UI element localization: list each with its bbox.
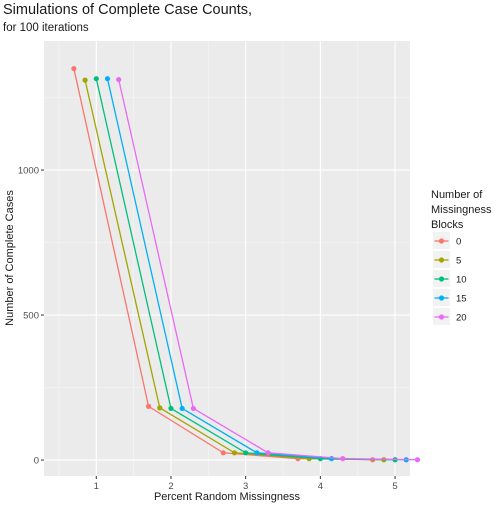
data-point-5 [82,77,88,83]
data-point-20 [116,76,122,83]
legend-title-line: Number of [431,189,483,201]
x-tick-label: 5 [392,481,397,492]
data-point-10 [243,450,249,456]
legend-label-5: 5 [456,256,461,267]
y-tick-label: 1000 [18,166,39,177]
data-point-5 [231,450,238,456]
series-layer [71,65,421,463]
data-point-10 [168,405,174,412]
data-point-15 [254,450,260,456]
y-tick-label: 500 [23,311,39,322]
legend-title-line: Blocks [431,219,464,231]
data-point-15 [179,405,185,412]
data-point-20 [414,457,421,463]
legend-key-point-5 [438,257,445,263]
legend-key-point-0 [438,238,445,244]
y-tick-label: 0 [34,456,39,467]
legend-key-point-10 [438,276,445,282]
chart-title: Simulations of Complete Case Counts, [3,2,253,18]
legend-label-20: 20 [456,313,467,324]
legend-key-point-20 [438,314,445,320]
x-tick-label: 1 [94,481,99,492]
grid-major [44,41,410,476]
legend-label-10: 10 [456,275,467,286]
x-tick-label: 3 [243,481,248,492]
data-point-20 [265,450,271,456]
y-axis-title: Number of Complete Cases [4,190,16,326]
legend: Number of Missingness Blocks 0 5 10 15 20 [431,189,492,325]
axis-ticks [41,169,396,479]
legend-key-point-15 [438,295,445,301]
axis-labels: 1 2 3 4 5 0 500 1000 [18,166,398,492]
x-tick-label: 4 [318,481,323,492]
data-point-0 [220,450,226,456]
plot-panel [44,41,410,476]
data-point-5 [157,405,163,411]
x-axis-title: Percent Random Missingness [154,491,301,503]
data-point-15 [328,456,335,462]
data-point-20 [190,405,196,412]
legend-title-line: Missingness [431,204,492,216]
data-point-0 [71,65,77,72]
data-point-0 [145,403,152,409]
grid-minor [44,41,410,476]
chart-subtitle: for 100 iterations [3,22,89,34]
data-point-20 [340,456,346,462]
legend-label-0: 0 [456,237,461,248]
data-point-15 [104,76,111,82]
data-point-10 [93,76,99,82]
legend-label-15: 15 [456,294,467,305]
x-tick-label: 2 [168,481,173,492]
